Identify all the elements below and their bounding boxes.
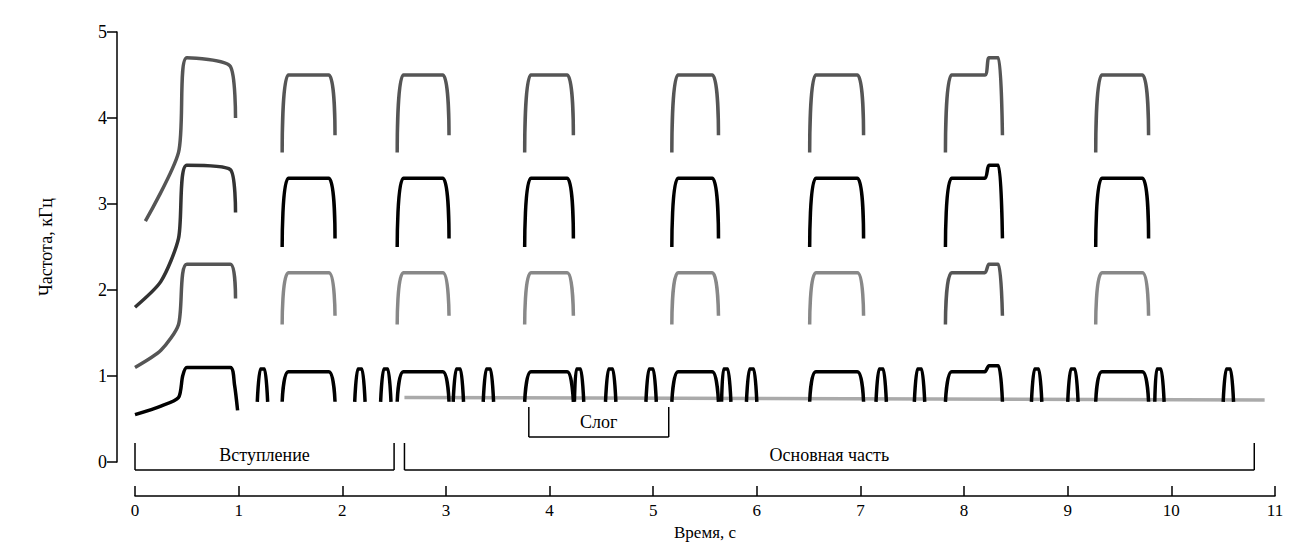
svg-text:10: 10 [1163, 501, 1180, 520]
svg-text:Основная часть: Основная часть [770, 445, 890, 465]
svg-text:3: 3 [442, 501, 451, 520]
svg-text:8: 8 [960, 501, 969, 520]
svg-text:7: 7 [856, 501, 865, 520]
svg-text:4: 4 [98, 108, 107, 128]
svg-text:Вступление: Вступление [219, 445, 309, 465]
svg-text:Время, с: Время, с [674, 523, 736, 542]
svg-text:2: 2 [338, 501, 347, 520]
svg-text:4: 4 [545, 501, 554, 520]
svg-text:6: 6 [753, 501, 762, 520]
svg-text:3: 3 [98, 194, 107, 214]
svg-text:Частота, кГц: Частота, кГц [36, 198, 56, 296]
svg-text:0: 0 [98, 452, 107, 472]
svg-text:Слог: Слог [580, 412, 617, 432]
svg-text:5: 5 [98, 22, 107, 42]
svg-text:1: 1 [234, 501, 243, 520]
svg-text:1: 1 [98, 366, 107, 386]
svg-text:9: 9 [1063, 501, 1072, 520]
svg-text:11: 11 [1267, 501, 1283, 520]
svg-text:5: 5 [649, 501, 658, 520]
svg-text:0: 0 [131, 501, 140, 520]
svg-text:2: 2 [98, 280, 107, 300]
